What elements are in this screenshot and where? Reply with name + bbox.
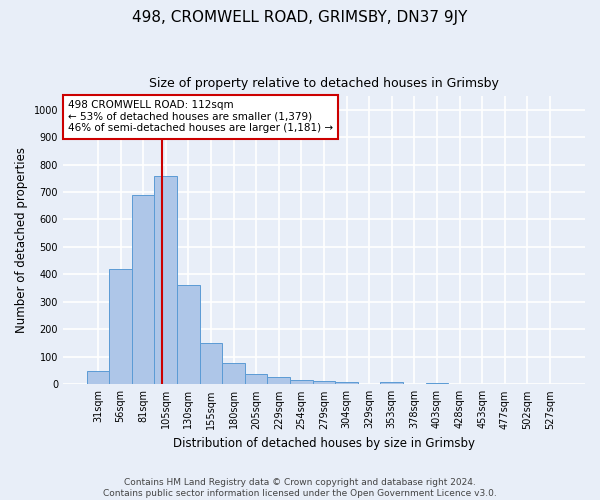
X-axis label: Distribution of detached houses by size in Grimsby: Distribution of detached houses by size … [173,437,475,450]
Text: Contains HM Land Registry data © Crown copyright and database right 2024.
Contai: Contains HM Land Registry data © Crown c… [103,478,497,498]
Bar [313,380,335,384]
Bar [154,176,177,384]
Bar [86,371,109,384]
Bar [132,196,154,384]
Bar [200,342,222,384]
Bar [380,382,403,384]
Y-axis label: Number of detached properties: Number of detached properties [15,147,28,333]
Text: 498, CROMWELL ROAD, GRIMSBY, DN37 9JY: 498, CROMWELL ROAD, GRIMSBY, DN37 9JY [133,10,467,25]
Bar [425,383,448,384]
Bar [290,380,313,384]
Title: Size of property relative to detached houses in Grimsby: Size of property relative to detached ho… [149,78,499,90]
Bar [268,377,290,384]
Text: 498 CROMWELL ROAD: 112sqm
← 53% of detached houses are smaller (1,379)
46% of se: 498 CROMWELL ROAD: 112sqm ← 53% of detac… [68,100,333,134]
Bar [109,269,132,384]
Bar [335,382,358,384]
Bar [222,364,245,384]
Bar [177,285,200,384]
Bar [245,374,268,384]
